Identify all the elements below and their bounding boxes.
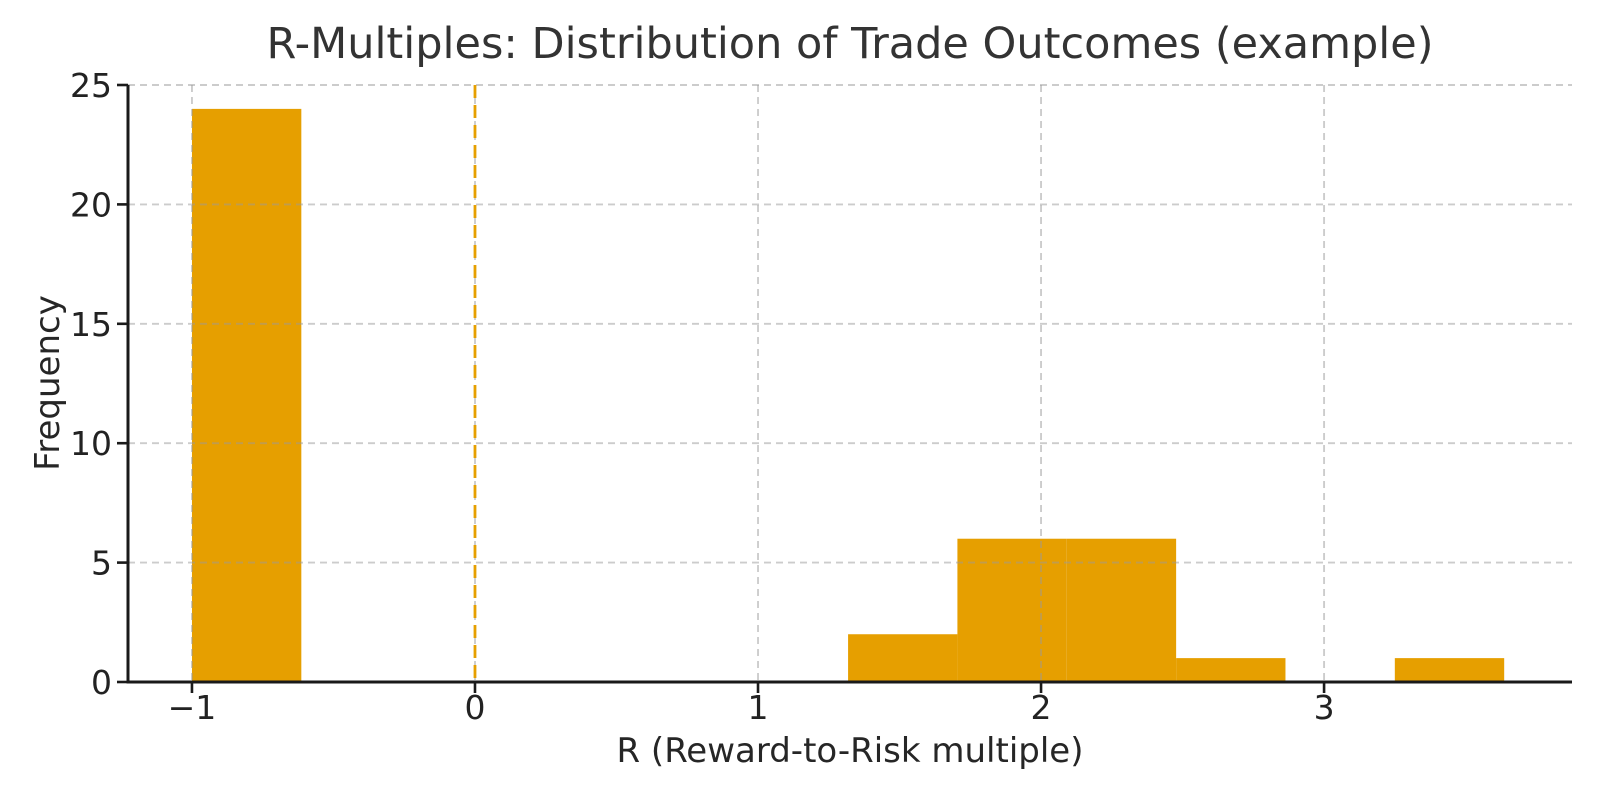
y-tick-label: 15 (70, 305, 112, 344)
y-tick-label: 5 (91, 544, 112, 583)
x-axis-label: R (Reward-to-Risk multiple) (616, 731, 1084, 771)
x-tick-label: 1 (748, 688, 769, 727)
x-tick-label: 0 (464, 688, 485, 727)
y-tick-label: 0 (91, 663, 112, 702)
histogram-bar (1176, 658, 1286, 682)
histogram-bar (957, 538, 1067, 682)
y-tick-label: 20 (70, 185, 112, 224)
x-tick-label: −1 (168, 688, 217, 727)
histogram-bar (848, 634, 958, 682)
histogram-bar (1394, 658, 1505, 682)
chart-title: R-Multiples: Distribution of Trade Outco… (266, 19, 1434, 69)
x-tick-label: 3 (1314, 688, 1335, 727)
histogram-bar (191, 108, 302, 682)
y-tick-label: 10 (70, 424, 112, 463)
histogram-bar (1066, 538, 1177, 682)
x-tick-label: 2 (1031, 688, 1052, 727)
y-tick-label: 25 (70, 66, 112, 105)
